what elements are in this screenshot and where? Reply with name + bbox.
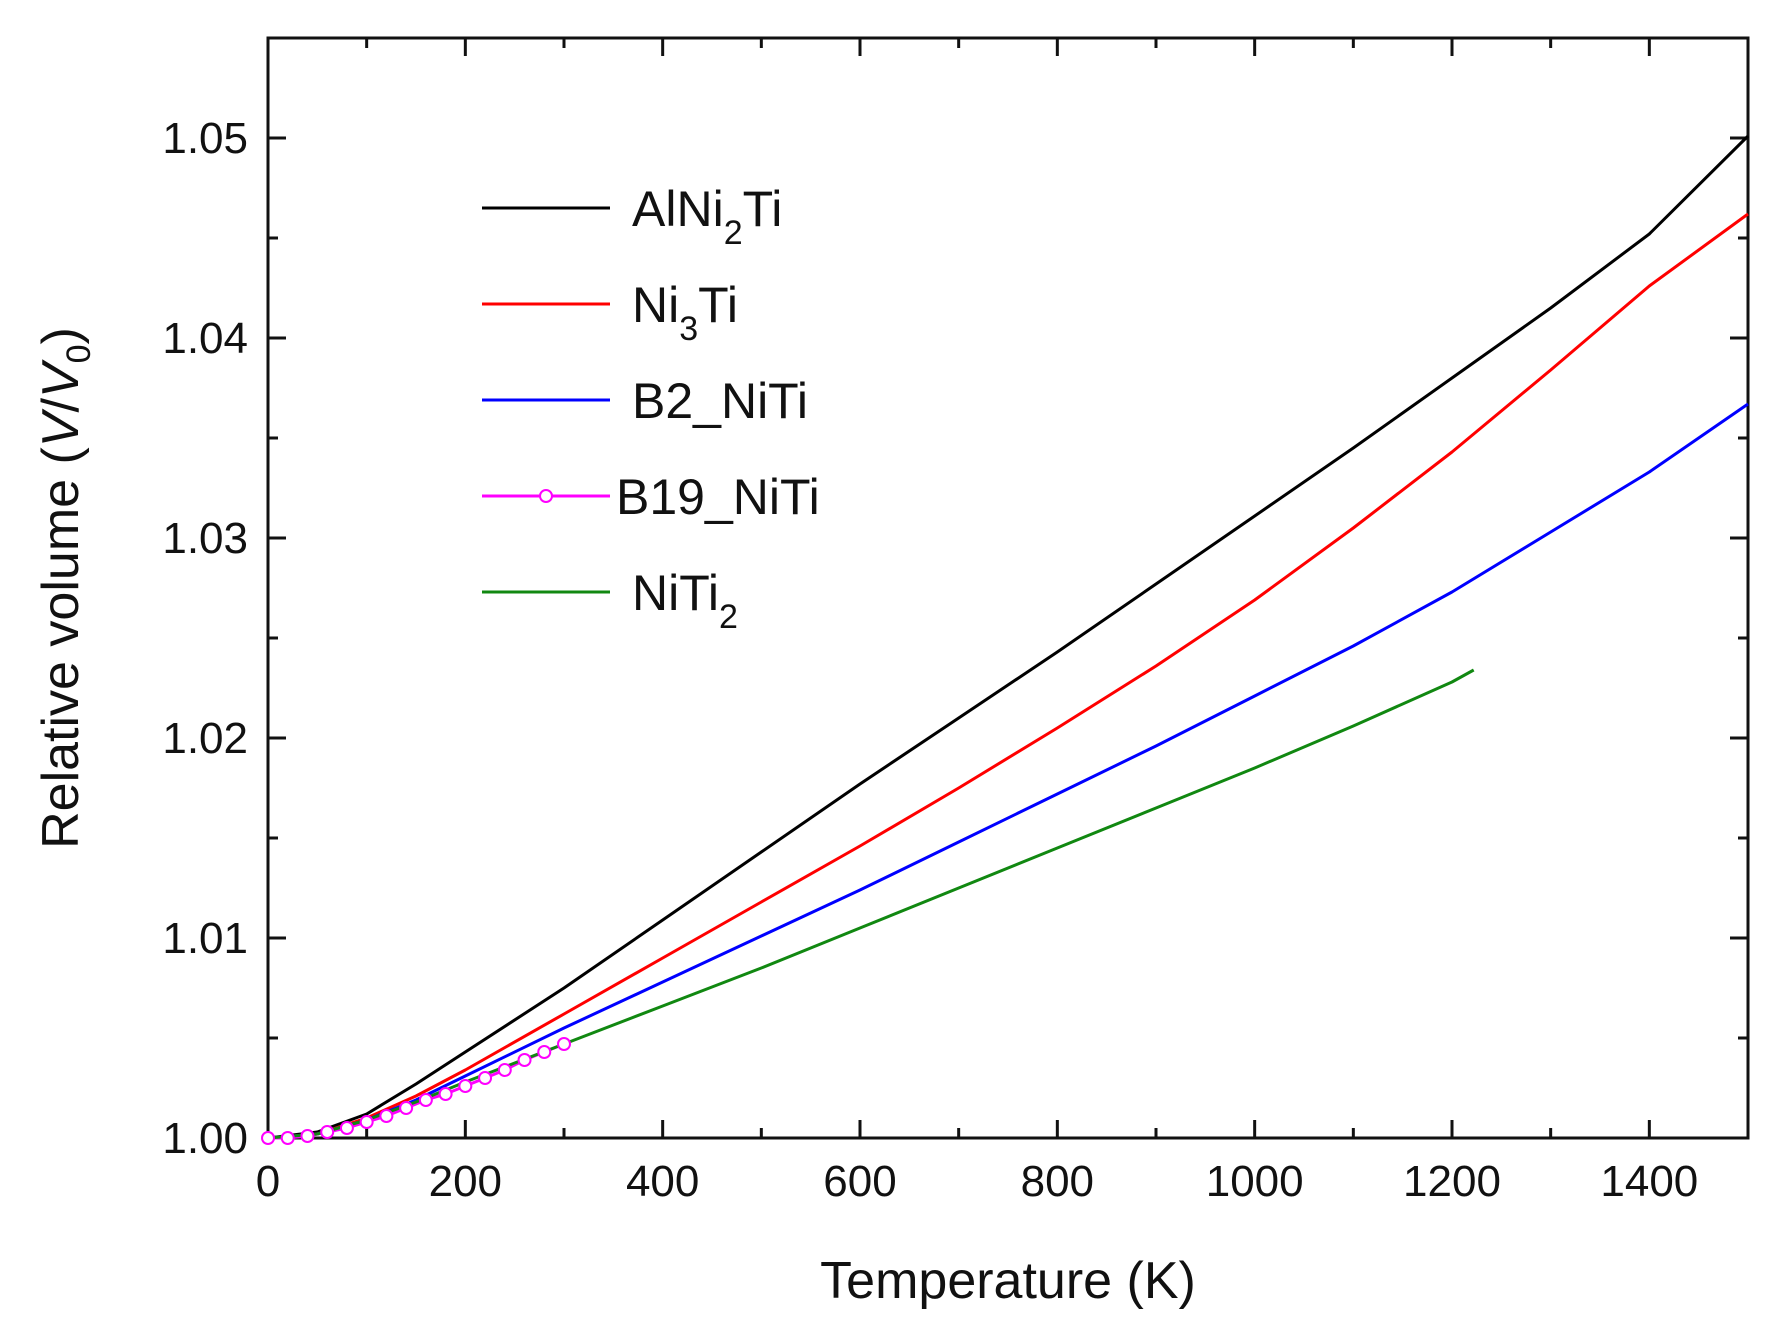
data-point-b19-niti — [300, 1129, 315, 1143]
data-point-b19-niti — [537, 1045, 552, 1059]
data-point-b19-niti — [418, 1093, 433, 1107]
data-point-b19-niti — [517, 1053, 532, 1067]
y-axis-title-slash: / — [32, 397, 90, 412]
data-point-b19-niti — [339, 1121, 354, 1135]
y-axis-title-sub: 0 — [60, 344, 98, 363]
legend-item-niti2: NiTi2 — [482, 565, 738, 636]
data-point-b19-niti — [478, 1071, 493, 1085]
legend-item-b19-niti: B19_NiTi — [482, 469, 820, 525]
y-tick-label: 1.01 — [162, 914, 248, 963]
series-line-niti2 — [267, 668, 1475, 1140]
data-point-b19-niti — [438, 1087, 453, 1101]
x-tick-label: 1400 — [1600, 1157, 1698, 1206]
legend-label-b2-niti: B2_NiTi — [632, 373, 808, 429]
x-tick-label: 800 — [1021, 1157, 1094, 1206]
data-point-b19-niti — [399, 1101, 414, 1115]
legend-label-niti2: NiTi2 — [632, 565, 738, 636]
legend-label-b19-niti: B19_NiTi — [616, 469, 820, 525]
legend-item-alni2ti: AlNi2Ti — [482, 181, 782, 252]
data-point-b19-niti — [557, 1037, 571, 1051]
y-axis-title-var2: V — [32, 359, 90, 398]
x-tick-label: 600 — [823, 1157, 896, 1206]
x-tick-label: 1200 — [1403, 1157, 1501, 1206]
data-point-b19-niti — [280, 1131, 295, 1145]
series-line-ni3ti — [267, 212, 1749, 1140]
legend-label-alni2ti: AlNi2Ti — [632, 181, 782, 252]
series-layer — [267, 134, 1750, 1140]
axis-ticks — [266, 36, 1750, 1140]
y-tick-labels: 1.00 1.01 1.02 1.03 1.04 1.05 — [162, 114, 248, 1163]
series-line-b2-niti — [267, 402, 1749, 1140]
data-point-b19-niti — [379, 1109, 394, 1123]
data-point-b19-niti — [458, 1079, 473, 1093]
plot-frame — [266, 36, 1750, 1140]
y-axis-title-suffix: ) — [32, 327, 90, 344]
legend-marker-b19-niti — [539, 489, 553, 503]
x-tick-label: 400 — [626, 1157, 699, 1206]
y-tick-label: 1.05 — [162, 114, 248, 163]
y-tick-label: 1.04 — [162, 314, 248, 363]
x-axis-title: Temperature (K) — [820, 1252, 1196, 1310]
x-tick-label: 200 — [429, 1157, 502, 1206]
y-tick-label: 1.02 — [162, 714, 248, 763]
data-point-b19-niti — [261, 1131, 275, 1145]
y-axis-title: Relative volume (V/V0) — [32, 327, 98, 849]
y-tick-label: 1.03 — [162, 514, 248, 563]
y-axis-title-prefix: Relative volume ( — [32, 447, 90, 849]
data-point-b19-niti — [497, 1063, 512, 1077]
legend-label-ni3ti: Ni3Ti — [632, 277, 738, 348]
legend-item-ni3ti: Ni3Ti — [482, 277, 738, 348]
y-tick-label: 1.00 — [162, 1114, 248, 1163]
data-point-b19-niti — [320, 1125, 335, 1139]
x-tick-label: 1000 — [1206, 1157, 1304, 1206]
x-tick-labels: 0 200 400 600 800 1000 1200 1400 — [256, 1157, 1699, 1206]
legend: AlNi2Ti Ni3Ti B2_NiTi B19_NiTi NiTi2 — [482, 181, 820, 636]
marker-layer — [261, 1037, 571, 1145]
data-point-b19-niti — [359, 1115, 374, 1129]
x-tick-label: 0 — [256, 1157, 280, 1206]
legend-item-b2-niti: B2_NiTi — [482, 373, 808, 429]
y-axis-title-var1: V — [32, 408, 90, 447]
series-line-alni2ti — [267, 134, 1750, 1140]
